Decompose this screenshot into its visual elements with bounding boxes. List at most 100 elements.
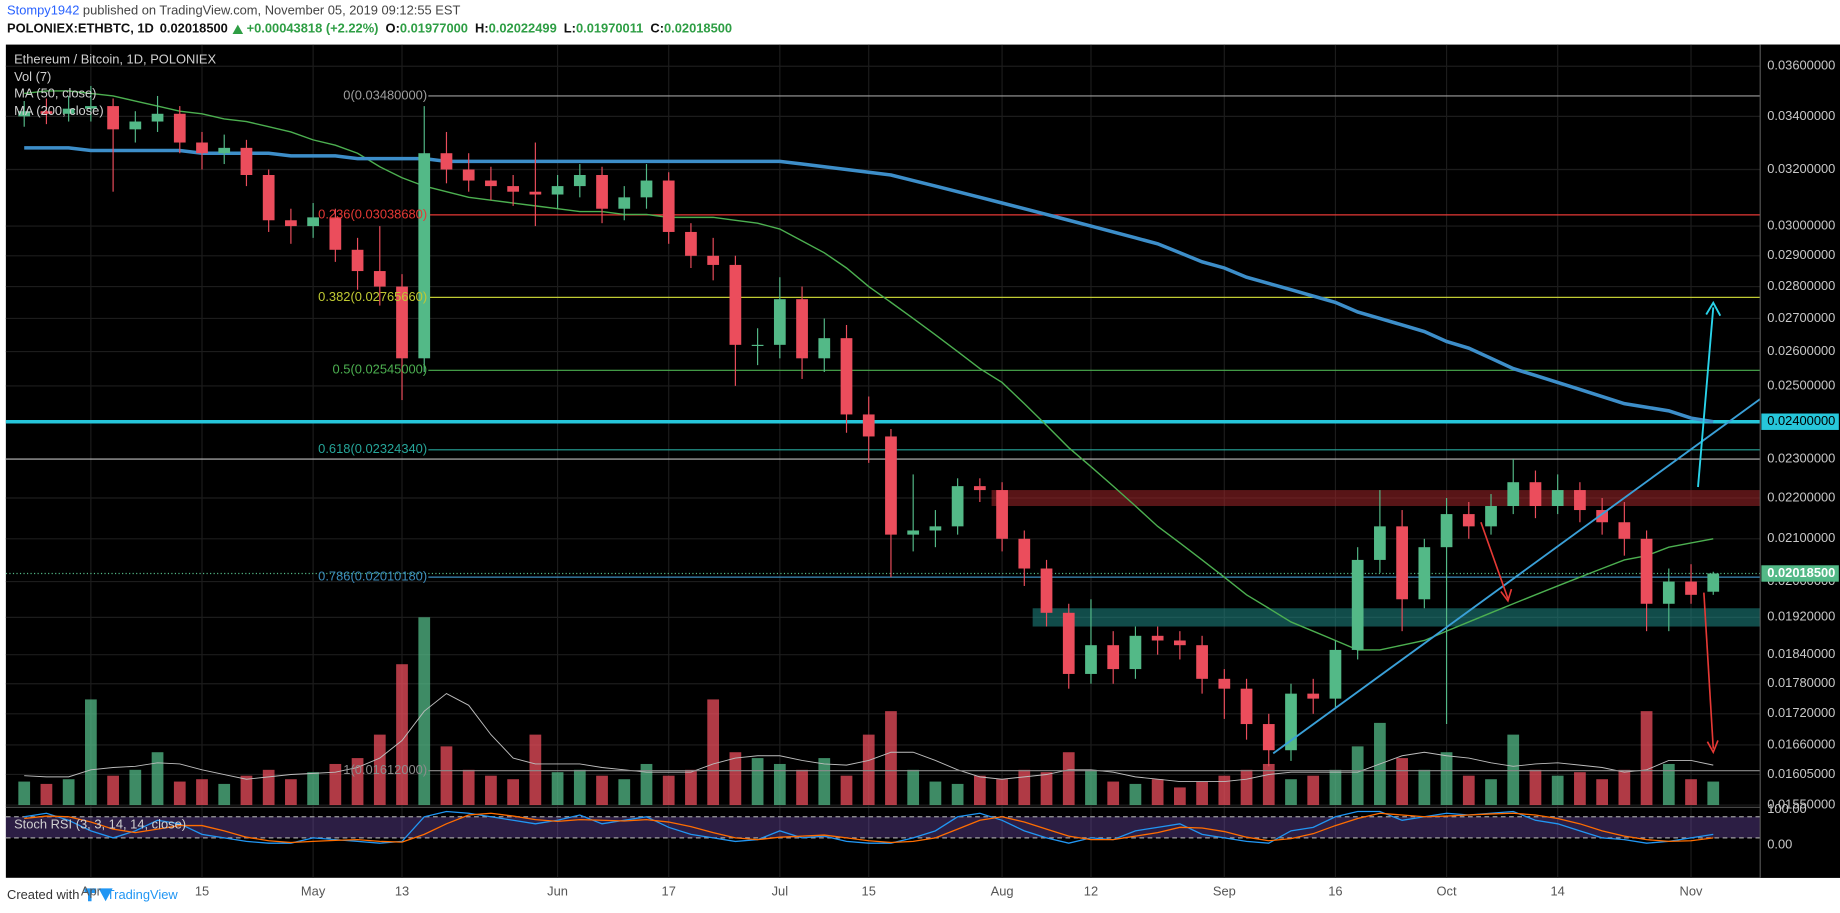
volume-bar	[218, 783, 231, 806]
volume-bar	[1662, 763, 1675, 806]
header-line-2: POLONIEX:ETHBTC, 1D 0.02018500 +0.00043818…	[7, 21, 732, 36]
candles	[18, 85, 1720, 767]
volume-bar	[1640, 711, 1653, 806]
candle-body	[1129, 635, 1142, 670]
candle-body	[18, 111, 31, 117]
candle-body	[1196, 645, 1208, 679]
candle-body	[1440, 514, 1453, 548]
volume-bar	[173, 781, 186, 806]
moving-average	[24, 146, 1714, 424]
candle-body	[285, 220, 297, 227]
candle-body	[1107, 645, 1120, 670]
candle-body	[1396, 526, 1408, 600]
candle-body	[885, 436, 897, 535]
x-tick-label: 15	[862, 883, 876, 898]
candle-body	[1151, 635, 1164, 641]
y-tick-label: 0.02500000	[1767, 377, 1835, 392]
candle-body	[707, 255, 720, 265]
volume-bar	[773, 763, 786, 806]
volume-bar	[1262, 763, 1275, 806]
volume-bar	[351, 758, 364, 806]
drawings	[1272, 300, 1761, 755]
volume-bar	[618, 779, 631, 806]
level-label: 0.02400000	[1767, 413, 1835, 428]
published: published on TradingView.com, November 0…	[83, 3, 461, 18]
candle-body	[640, 180, 653, 198]
footer-brand[interactable]: TradingView	[107, 887, 179, 902]
level-tag	[1761, 413, 1839, 430]
candle-body	[840, 338, 853, 415]
candle-body	[1240, 688, 1253, 725]
x-tick-label: Oct	[1437, 883, 1457, 898]
candle-body	[440, 153, 453, 170]
x-tick-label: Apr	[81, 883, 102, 898]
candle-body	[773, 299, 786, 345]
ohlc-key: O:	[386, 21, 400, 36]
candle-body	[307, 217, 319, 227]
candle-body	[1062, 612, 1075, 674]
candle-body	[551, 186, 564, 195]
candle-body	[351, 249, 364, 272]
volume-bar	[1240, 769, 1253, 806]
candle-body	[485, 180, 497, 187]
volume-bar	[1418, 769, 1431, 806]
y-tick-label: 0.01840000	[1767, 646, 1835, 661]
volume-bar	[1085, 769, 1097, 806]
price-tag	[1761, 565, 1839, 582]
x-tick-label: 12	[1084, 883, 1098, 898]
volume-bar	[973, 775, 986, 806]
candle-body	[1596, 510, 1608, 523]
fib-label: 0.236(0.03038680)	[318, 206, 427, 221]
candle-body	[1662, 581, 1675, 604]
stoch-tick-label: 0.00	[1767, 836, 1792, 851]
ohlc-key: L:	[564, 21, 576, 36]
candle-body	[796, 299, 808, 359]
candle-body	[1085, 645, 1097, 674]
candle-body	[1507, 482, 1520, 507]
volume-bar	[1018, 769, 1031, 806]
candle-body	[1685, 581, 1697, 595]
volume-bar	[751, 758, 764, 806]
volume-bar	[507, 779, 520, 806]
volume-bar	[662, 775, 675, 806]
volume-bar	[1596, 779, 1608, 806]
arrow-down	[1480, 521, 1509, 599]
candle-body	[929, 526, 942, 531]
candle-body	[818, 338, 831, 359]
volume-bar	[1329, 769, 1342, 806]
up-triangle	[232, 24, 244, 35]
stoch-line	[24, 810, 1714, 844]
author[interactable]: Stompy1942	[7, 3, 79, 18]
candle-body	[85, 106, 97, 109]
x-tick-label: 17	[662, 883, 676, 898]
footer-created: Created with	[7, 887, 79, 902]
arrow-head	[1500, 588, 1513, 603]
ohlc-value: 0.02018500	[664, 21, 732, 36]
candle-body	[751, 344, 764, 347]
candle-body	[862, 414, 875, 437]
ohlc-value: 0.01970011	[576, 21, 643, 36]
candle-body	[373, 271, 386, 287]
arrow-up	[1697, 307, 1715, 488]
fib-label: 0.5(0.02545000)	[333, 362, 428, 377]
volume-bar	[1307, 775, 1320, 806]
ohlc-key: H:	[475, 21, 489, 36]
volume-bar	[1462, 775, 1475, 806]
x-tick-label: 15	[195, 883, 209, 898]
last-price: 0.02018500	[160, 21, 228, 36]
fib-label: 0(0.03480000)	[343, 87, 427, 102]
candle-body	[240, 147, 253, 176]
arrow-head	[1705, 300, 1722, 317]
candle-body	[573, 175, 586, 187]
volume-bar	[885, 711, 897, 806]
volume-bar	[1218, 775, 1231, 806]
y-tick-label: 0.02600000	[1767, 343, 1835, 358]
volume-bar	[996, 779, 1008, 806]
volume-bar	[1196, 781, 1208, 806]
candle-body	[618, 197, 631, 209]
candle-body	[596, 175, 608, 209]
y-tick-label: 0.01780000	[1767, 675, 1835, 690]
zones	[991, 490, 1761, 627]
volume-bar	[929, 781, 942, 806]
